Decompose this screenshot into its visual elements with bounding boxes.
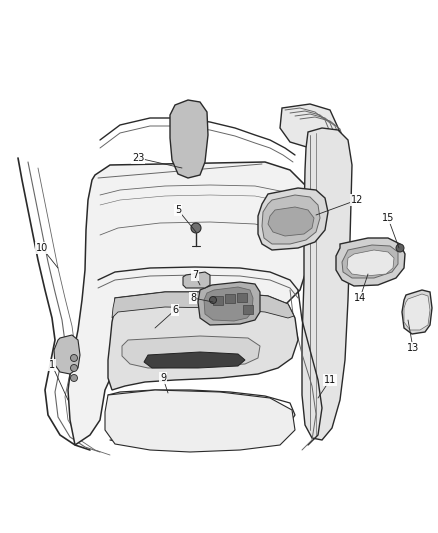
Polygon shape [268,207,314,236]
Polygon shape [243,305,253,314]
Text: 12: 12 [351,195,363,205]
Polygon shape [204,287,253,321]
Circle shape [71,365,78,372]
Polygon shape [112,292,294,318]
Circle shape [71,375,78,382]
Polygon shape [122,336,260,368]
Polygon shape [144,352,245,368]
Text: 5: 5 [175,205,181,215]
Text: 9: 9 [160,373,166,383]
Circle shape [209,296,216,303]
Polygon shape [54,335,80,374]
Text: 11: 11 [324,375,336,385]
Text: 15: 15 [382,213,394,223]
Text: 6: 6 [172,305,178,315]
Polygon shape [336,238,405,286]
Polygon shape [280,104,340,148]
Polygon shape [68,162,310,445]
Polygon shape [105,390,295,452]
Polygon shape [342,245,398,278]
Circle shape [396,244,404,252]
Polygon shape [302,128,352,440]
Polygon shape [213,296,223,305]
Polygon shape [262,195,320,244]
Polygon shape [402,290,432,334]
Polygon shape [170,100,208,178]
Text: 13: 13 [407,343,419,353]
Polygon shape [347,250,394,276]
Text: 7: 7 [192,270,198,280]
Polygon shape [198,282,260,325]
Text: 8: 8 [190,293,196,303]
Circle shape [191,223,201,233]
Text: 10: 10 [36,243,48,253]
Polygon shape [258,188,328,250]
Polygon shape [183,272,210,288]
Text: 14: 14 [354,293,366,303]
Polygon shape [108,292,298,390]
Text: 1: 1 [49,360,55,370]
Text: 23: 23 [132,153,144,163]
Polygon shape [404,294,430,330]
Polygon shape [225,294,235,303]
Polygon shape [237,293,247,302]
Circle shape [71,354,78,361]
